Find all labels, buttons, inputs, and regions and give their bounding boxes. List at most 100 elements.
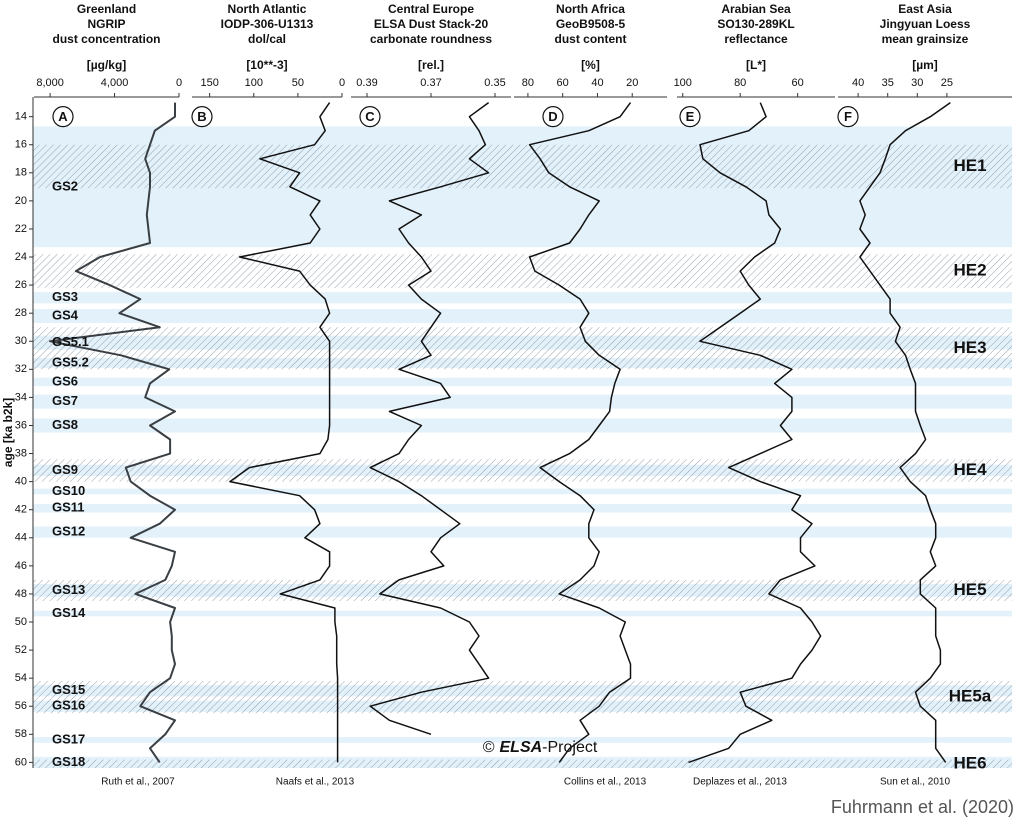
panel-source: Deplazes et al., 2013 <box>693 777 787 788</box>
stadial-label: GS12 <box>52 524 85 539</box>
age-tick-label: 28 <box>15 307 27 319</box>
panel-unit: [µm] <box>912 58 938 72</box>
panel-tick-label: 0 <box>339 77 345 89</box>
panel-unit: [%] <box>581 58 600 72</box>
age-tick-label: 42 <box>15 504 27 516</box>
stadial-label: GS6 <box>52 373 78 388</box>
panel-tick-label: 35 <box>882 77 894 89</box>
stadial-label: GS13 <box>52 582 85 597</box>
watermark-symbol: © <box>483 739 495 756</box>
heinrich-label: HE3 <box>953 338 986 357</box>
heinrich-band <box>33 327 1012 370</box>
age-tick-label: 52 <box>15 644 27 656</box>
stadial-label: GS18 <box>52 754 85 769</box>
record-line <box>229 102 339 763</box>
age-tick-label: 18 <box>15 167 27 179</box>
heinrich-label: HE1 <box>953 156 986 175</box>
panel-letter-circle <box>52 106 74 128</box>
heinrich-label: HE4 <box>953 460 987 479</box>
age-tick-label: 14 <box>15 111 27 123</box>
panel-tick-label: 0.39 <box>356 77 377 89</box>
panel-tick-label: 20 <box>626 77 638 89</box>
panel-source: Ruth et al., 2007 <box>101 777 175 788</box>
bands <box>33 126 1012 768</box>
age-tick-label: 26 <box>15 279 27 291</box>
panel-title: dol/cal <box>248 32 286 46</box>
panel-unit: [µg/kg] <box>87 58 127 72</box>
panel-tick-label: 50 <box>292 77 304 89</box>
stadial-label: GS7 <box>52 393 78 408</box>
panel-letter: A <box>58 109 68 124</box>
heinrich-band <box>33 459 1012 482</box>
panel-source: Sun et al., 2010 <box>880 777 950 788</box>
panel-letter-circle <box>542 106 564 128</box>
age-tick-label: 50 <box>15 616 27 628</box>
record-line <box>528 102 632 763</box>
panel-unit: [L*] <box>746 58 766 72</box>
stadial-band <box>33 737 1012 743</box>
panel-title: GeoB9508-5 <box>556 17 626 31</box>
panel-source: Collins et al., 2013 <box>564 777 647 788</box>
panel-letter: E <box>686 109 695 124</box>
panel-tick-label: 0 <box>176 77 182 89</box>
panel-tick-label: 4,000 <box>101 77 129 89</box>
panel-letter: B <box>197 109 206 124</box>
panel-unit: [rel.] <box>418 58 444 72</box>
panel-tick-label: 100 <box>245 77 263 89</box>
age-tick-label: 44 <box>15 532 27 544</box>
stadial-label: GS5.1 <box>52 334 89 349</box>
record-line <box>859 101 951 763</box>
panel-tick-label: 40 <box>591 77 603 89</box>
heinrich-band <box>33 579 1012 601</box>
age-tick-label: 56 <box>15 700 27 712</box>
panel-tick-label: 150 <box>200 77 218 89</box>
age-tick-label: 32 <box>15 363 27 375</box>
age-axis-label: age [ka b2k] <box>1 398 15 467</box>
age-tick-label: 58 <box>15 728 27 740</box>
panel-title: dust content <box>555 32 627 46</box>
age-tick-label: 16 <box>15 139 27 151</box>
stadial-label: GS8 <box>52 417 78 432</box>
panel-tick-label: 80 <box>734 77 746 89</box>
heinrich-label: HE2 <box>953 261 986 280</box>
age-tick-label: 30 <box>15 335 27 347</box>
stadial-band <box>33 418 1012 433</box>
lines <box>49 101 951 764</box>
stadial-label: GS15 <box>52 682 85 697</box>
stadial-band <box>33 610 1012 617</box>
stadial-band <box>33 394 1012 409</box>
panel-tick-label: 60 <box>792 77 804 89</box>
age-tick-label: 54 <box>15 672 27 684</box>
age-tick-label: 22 <box>15 223 27 235</box>
panel-title: Jingyuan Loess <box>880 17 971 31</box>
heinrich-band <box>33 254 1012 288</box>
stadial-label: GS11 <box>52 500 85 515</box>
panel-letter-circle <box>359 106 381 128</box>
stadial-band <box>33 504 1012 513</box>
stadial-label: GS10 <box>52 483 85 498</box>
stadial-label: GS16 <box>52 698 85 713</box>
stadial-label: GS3 <box>52 289 78 304</box>
panel-tick-label: 100 <box>674 77 692 89</box>
age-tick-label: 36 <box>15 419 27 431</box>
stadial-band <box>33 308 1012 324</box>
age-tick-label: 48 <box>15 588 27 600</box>
panel-source: Naafs et al., 2013 <box>276 777 355 788</box>
panel-letter-circle <box>191 106 213 128</box>
panel-title: Greenland <box>77 2 136 16</box>
panel-tick-label: 0.37 <box>420 77 441 89</box>
stadial-band <box>33 292 1012 304</box>
panel-title: North Africa <box>556 2 625 16</box>
panel-tick-label: 25 <box>941 77 953 89</box>
panel-title: ELSA Dust Stack-20 <box>374 17 489 31</box>
panel-letter: C <box>365 109 375 124</box>
stadial-label: GS4 <box>52 307 79 322</box>
record-line <box>369 101 490 736</box>
panel-title: Arabian Sea <box>721 2 791 16</box>
panel-tick-label: 40 <box>852 77 864 89</box>
age-tick-label: 24 <box>15 251 27 263</box>
heinrich-band <box>33 680 1012 714</box>
panel-letter-circle <box>837 106 859 128</box>
stadial-label: GS14 <box>52 605 86 620</box>
